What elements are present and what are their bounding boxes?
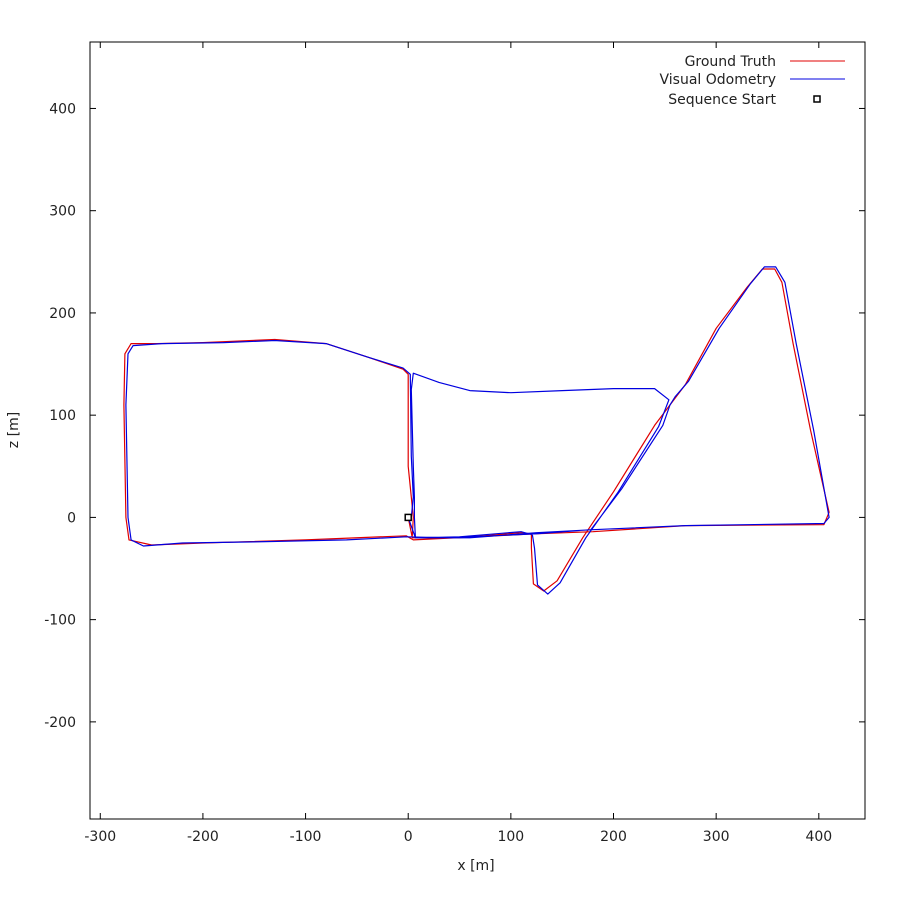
x-tick-label: 100 [497,829,524,845]
x-tick-label: 300 [703,829,730,845]
legend-swatch-sequence-start [813,95,821,103]
axis-ticks: -300 -200 -100 0 100 200 300 400 -200 -100 0 100 200… [44,42,865,845]
y-tick-label: 0 [67,510,76,526]
sequence-start-marker [404,513,412,522]
x-tick-label: -200 [187,829,219,845]
legend-label-sequence-start: Sequence Start [668,92,776,108]
y-tick-label: -100 [44,613,76,629]
legend-label-visual-odometry: Visual Odometry [660,72,777,88]
y-axis-label: z [m] [6,412,22,448]
y-tick-label: 400 [49,101,76,117]
legend-label-ground-truth: Ground Truth [685,54,776,70]
y-tick-label: 200 [49,306,76,322]
x-tick-label: 200 [600,829,627,845]
series-line-visual-odometry [125,266,830,595]
x-tick-label: -300 [84,829,116,845]
x-tick-label: 0 [404,829,413,845]
series-layer [123,266,830,595]
x-tick-label: 400 [805,829,832,845]
legend: Ground Truth Visual Odometry Sequence St… [660,54,845,108]
plot-frame [89,41,866,820]
y-tick-label: 300 [49,204,76,220]
x-axis-label: x [m] [457,858,494,874]
y-tick-label: 100 [49,408,76,424]
y-tick-label: -200 [44,715,76,731]
x-tick-label: -100 [290,829,322,845]
